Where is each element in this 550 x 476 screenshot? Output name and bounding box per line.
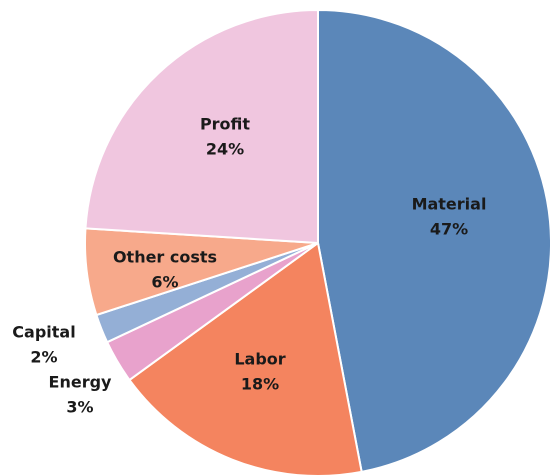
slice-value-label: 2% bbox=[30, 348, 57, 367]
slice-value-label: 6% bbox=[151, 273, 178, 292]
slice-value-label: 24% bbox=[206, 140, 244, 159]
slice-value-label: 18% bbox=[241, 375, 279, 394]
slice-value-label: 47% bbox=[430, 220, 468, 239]
slice-value-label: 3% bbox=[66, 398, 93, 417]
slice-label: Capital bbox=[12, 323, 75, 342]
pie-slice bbox=[128, 241, 363, 476]
slice-label: Labor bbox=[234, 350, 285, 369]
pie-slice bbox=[84, 8, 319, 245]
slice-label: Profit bbox=[200, 115, 250, 134]
slice-label: Energy bbox=[49, 373, 113, 392]
slice-label: Material bbox=[412, 195, 487, 214]
slice-label: Other costs bbox=[113, 248, 217, 267]
pie-slice bbox=[317, 8, 550, 474]
